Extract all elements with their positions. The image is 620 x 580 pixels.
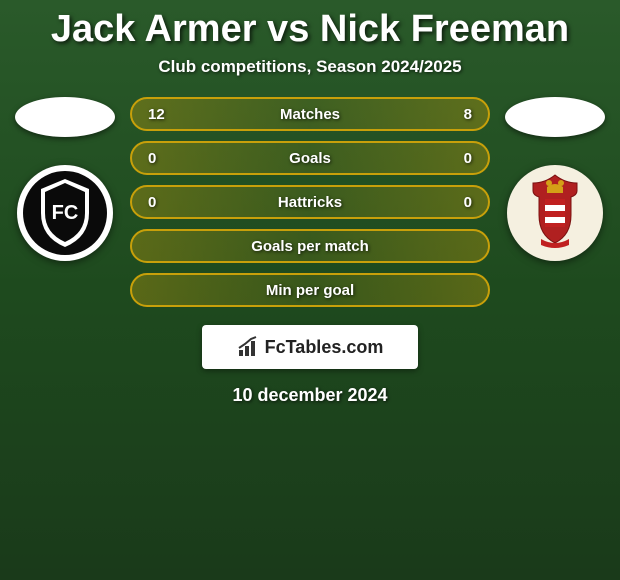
stat-row-matches: 12 Matches 8 (130, 97, 490, 131)
date-text: 10 december 2024 (0, 385, 620, 406)
svg-text:FC: FC (52, 202, 79, 224)
right-country-flag (505, 97, 605, 137)
left-player-column: FC (10, 97, 120, 261)
stat-label: Min per goal (266, 282, 354, 299)
stat-label: Goals per match (251, 238, 369, 255)
stat-label: Goals (289, 150, 331, 167)
stat-left-value: 0 (148, 150, 188, 167)
watermark: FcTables.com (202, 325, 418, 369)
stat-right-value: 0 (432, 150, 472, 167)
chart-icon (237, 336, 259, 358)
left-club-badge: FC (17, 165, 113, 261)
stat-left-value: 12 (148, 106, 188, 123)
shield-icon: FC (21, 169, 109, 257)
stat-row-min-per-goal: Min per goal (130, 273, 490, 307)
comparison-area: FC 12 Matches 8 0 Goals 0 0 Hattricks 0 … (0, 77, 620, 307)
stats-column: 12 Matches 8 0 Goals 0 0 Hattricks 0 Goa… (120, 97, 500, 307)
stat-left-value: 0 (148, 194, 188, 211)
right-player-column (500, 97, 610, 261)
page-title: Jack Armer vs Nick Freeman (0, 0, 620, 51)
right-club-badge (507, 165, 603, 261)
stat-row-hattricks: 0 Hattricks 0 (130, 185, 490, 219)
crest-icon (511, 169, 599, 257)
watermark-text: FcTables.com (265, 337, 384, 358)
stat-row-goals-per-match: Goals per match (130, 229, 490, 263)
stat-right-value: 0 (432, 194, 472, 211)
stat-right-value: 8 (432, 106, 472, 123)
stat-label: Hattricks (278, 194, 342, 211)
stat-row-goals: 0 Goals 0 (130, 141, 490, 175)
left-country-flag (15, 97, 115, 137)
stat-label: Matches (280, 106, 340, 123)
page-subtitle: Club competitions, Season 2024/2025 (0, 57, 620, 77)
